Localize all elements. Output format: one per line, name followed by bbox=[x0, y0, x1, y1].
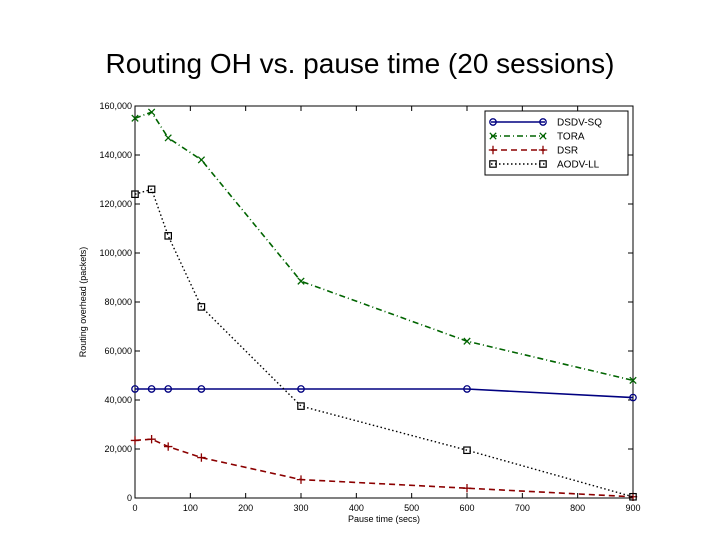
x-tick-label: 300 bbox=[293, 503, 308, 513]
data-point-dsr bbox=[164, 442, 173, 451]
y-tick-label: 80,000 bbox=[104, 297, 132, 307]
data-point-aodv-ll bbox=[164, 232, 173, 240]
data-point-tora bbox=[629, 376, 637, 385]
y-tick-label: 20,000 bbox=[104, 444, 132, 454]
data-point-dsdv-sq bbox=[147, 385, 156, 393]
y-axis-label: Routing overhead (packets) bbox=[78, 247, 88, 358]
legend-marker-tora bbox=[489, 132, 497, 140]
data-point-dsr bbox=[462, 484, 472, 493]
data-point-dsr bbox=[197, 453, 206, 462]
legend-marker-dsr bbox=[488, 145, 498, 155]
data-point-aodv-ll bbox=[463, 446, 471, 455]
data-point-dsdv-sq bbox=[463, 385, 471, 393]
data-point-tora bbox=[463, 337, 471, 345]
legend-marker-tora bbox=[539, 132, 547, 140]
legend-marker-dsdv-sq bbox=[539, 118, 547, 126]
legend-marker-aodv-ll bbox=[539, 160, 547, 168]
data-point-tora bbox=[164, 134, 172, 142]
data-point-tora bbox=[147, 108, 156, 116]
legend-label-dsr: DSR bbox=[557, 146, 578, 157]
data-point-dsdv-sq bbox=[131, 385, 139, 393]
x-tick-label: 400 bbox=[349, 503, 364, 513]
x-tick-label: 500 bbox=[404, 503, 419, 513]
data-point-dsdv-sq bbox=[197, 385, 206, 393]
legend-label-tora: TORA bbox=[557, 132, 585, 143]
x-tick-label: 900 bbox=[625, 503, 640, 513]
chart-figure: 0 100 200 300 400 500 600 700 800 900 0 20,000 40,00… bbox=[72, 92, 660, 534]
x-tick-label: 800 bbox=[570, 503, 585, 513]
data-point-dsr bbox=[130, 436, 140, 445]
data-point-dsr bbox=[296, 475, 306, 484]
x-tick-label: 700 bbox=[515, 503, 530, 513]
data-point-dsdv-sq bbox=[164, 385, 173, 393]
data-point-tora bbox=[197, 156, 206, 164]
data-point-tora bbox=[297, 277, 305, 285]
y-tick-label: 160,000 bbox=[99, 101, 132, 111]
y-tick-label: 60,000 bbox=[104, 346, 132, 356]
data-point-tora bbox=[131, 114, 139, 122]
routing-overhead-chart: 0 100 200 300 400 500 600 700 800 900 0 20,000 40,00… bbox=[78, 101, 641, 524]
data-point-dsdv-sq bbox=[629, 393, 637, 402]
x-tick-label: 200 bbox=[238, 503, 253, 513]
x-tick-label: 100 bbox=[183, 503, 198, 513]
y-tick-label: 120,000 bbox=[99, 199, 132, 209]
data-point-aodv-ll bbox=[297, 402, 305, 410]
legend-marker-dsdv-sq bbox=[489, 118, 497, 126]
data-point-aodv-ll bbox=[131, 190, 139, 199]
legend-marker-aodv-ll bbox=[489, 160, 497, 168]
legend-marker-dsr bbox=[538, 145, 548, 155]
legend-label-dsdv-sq: DSDV-SQ bbox=[557, 118, 602, 129]
data-point-aodv-ll bbox=[197, 303, 206, 311]
y-tick-label: 100,000 bbox=[99, 248, 132, 258]
data-point-dsr bbox=[147, 435, 156, 444]
data-point-aodv-ll bbox=[629, 492, 637, 501]
y-tick-label: 0 bbox=[127, 493, 132, 503]
x-tick-label: 0 bbox=[132, 503, 137, 513]
legend-label-aodv-ll: AODV-LL bbox=[557, 160, 600, 171]
x-tick-label: 600 bbox=[459, 503, 474, 513]
series-line-dsr bbox=[134, 438, 634, 498]
y-tick-label: 40,000 bbox=[104, 395, 132, 405]
series-line-aodv-ll bbox=[134, 188, 634, 498]
y-tick-label: 140,000 bbox=[99, 150, 132, 160]
series-line-dsdv-sq bbox=[135, 388, 634, 399]
x-axis-label: Pause time (secs) bbox=[348, 514, 420, 524]
data-point-dsdv-sq bbox=[297, 385, 305, 393]
data-point-aodv-ll bbox=[147, 185, 156, 194]
slide-title: Routing OH vs. pause time (20 sessions) bbox=[105, 48, 615, 79]
